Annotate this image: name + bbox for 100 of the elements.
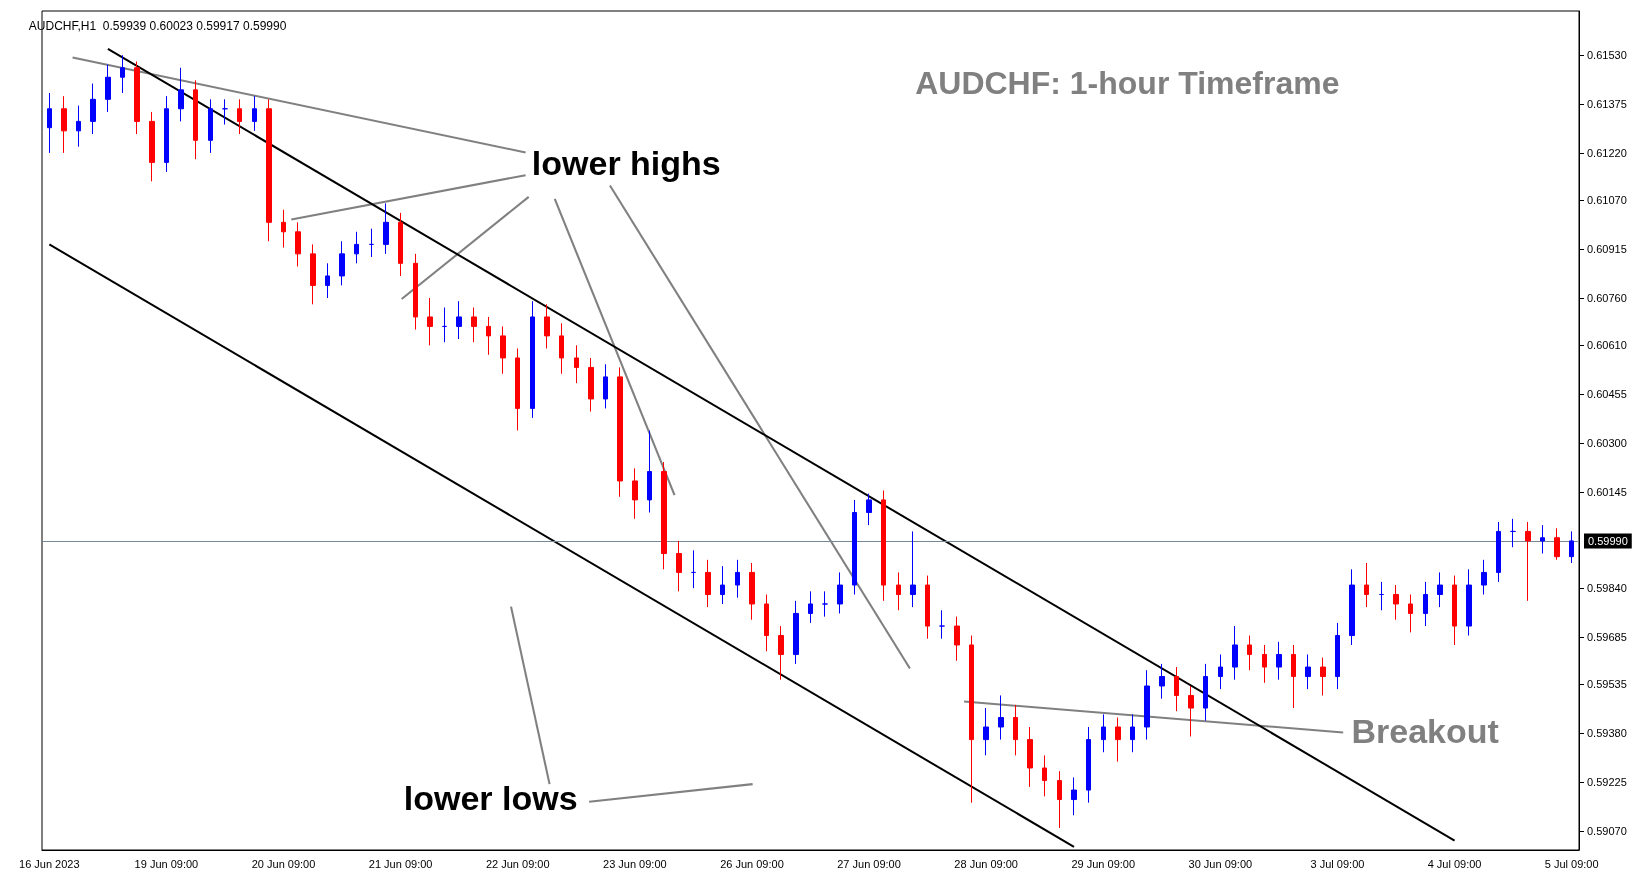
candlestick [486, 316, 491, 356]
candlestick [1569, 530, 1574, 564]
candlestick [778, 625, 784, 681]
candlestick [1349, 568, 1355, 646]
candlestick [1393, 584, 1399, 621]
candlestick [339, 240, 345, 286]
candlestick [398, 212, 403, 277]
candlestick [47, 92, 52, 154]
candlestick [896, 571, 901, 611]
y-tick-label: 0.61530 [1587, 49, 1627, 62]
candlestick [574, 344, 579, 384]
x-tick-label: 27 Jun 09:00 [837, 857, 901, 870]
x-tick-label: 4 Jul 09:00 [1427, 857, 1482, 870]
y-tick-label: 0.60300 [1587, 437, 1627, 450]
candlestick [310, 243, 316, 305]
annotation: AUDCHF,H1 0.59939 0.60023 0.59917 0.59990 [28, 19, 287, 34]
candlestick [222, 98, 228, 126]
candlestick [1071, 776, 1077, 816]
candlestick [266, 98, 272, 242]
candlestick [1554, 527, 1560, 561]
candlestick [1437, 571, 1443, 608]
candlestick [383, 202, 389, 255]
candlestick [1101, 713, 1106, 753]
ref-line-label: 0.59990 [1588, 534, 1628, 547]
candlestick [1086, 726, 1091, 804]
candlestick [427, 297, 433, 346]
candlestick [1144, 669, 1150, 741]
candlestick [1408, 594, 1413, 633]
candlestick [295, 221, 301, 267]
y-tick-label: 0.60610 [1587, 339, 1627, 352]
candlestick [808, 590, 813, 624]
candlestick [325, 262, 330, 299]
candlestick [1262, 644, 1267, 684]
candlestick [76, 105, 81, 148]
candlestick [1159, 663, 1165, 700]
y-tick-label: 0.59840 [1587, 582, 1627, 595]
candlestick [456, 300, 462, 340]
x-tick-label: 16 Jun 2023 [19, 857, 80, 870]
candlestick [193, 79, 198, 160]
candlestick [208, 98, 213, 154]
candlestick [1057, 770, 1062, 829]
candlestick [354, 231, 359, 264]
candlestick [134, 60, 140, 135]
candlestick [1496, 521, 1501, 583]
candlestick [603, 363, 608, 409]
candlestick [281, 209, 286, 249]
candlestick [998, 694, 1004, 741]
y-tick-label: 0.61220 [1587, 146, 1627, 159]
y-tick-label: 0.59225 [1587, 776, 1627, 789]
candlestick [1218, 653, 1223, 690]
x-tick-label: 28 Jun 09:00 [954, 857, 1018, 870]
candlestick [1247, 635, 1252, 671]
candlestick [1510, 518, 1516, 548]
candlestick [442, 306, 447, 343]
candlestick [632, 467, 638, 520]
y-tick-label: 0.61070 [1587, 194, 1627, 207]
candlestick [1540, 524, 1545, 555]
annotation: lower lows [403, 779, 578, 818]
candlestick [252, 95, 257, 132]
x-tick-label: 30 Jun 09:00 [1188, 857, 1253, 870]
y-tick-label: 0.61375 [1587, 98, 1627, 111]
annotation: lower highs [531, 144, 721, 183]
candlestick [1115, 717, 1121, 763]
candlestick [105, 64, 111, 113]
candlestick [515, 347, 520, 431]
candlestick [764, 594, 769, 652]
candlestick [1027, 726, 1033, 788]
y-tick-label: 0.59685 [1587, 631, 1627, 644]
candlestick [471, 306, 477, 343]
x-tick-label: 29 Jun 09:00 [1071, 857, 1136, 870]
candlestick [1203, 663, 1208, 722]
candlestick [910, 530, 916, 608]
y-tick-label: 0.60915 [1587, 243, 1627, 256]
candlestick [720, 565, 725, 605]
x-tick-label: 5 Jul 09:00 [1544, 857, 1599, 870]
candlestick [1013, 704, 1018, 756]
candlestick [120, 54, 125, 94]
candlestick [413, 253, 418, 331]
annotation: Breakout [1351, 711, 1499, 750]
candlestick [559, 322, 564, 375]
candlestick [661, 461, 667, 570]
x-tick-label: 19 Jun 09:00 [134, 857, 199, 870]
candlestick [1276, 641, 1282, 681]
candlestick [1364, 562, 1369, 608]
candlestick [1291, 644, 1296, 709]
y-tick-label: 0.59380 [1587, 727, 1627, 740]
candlestick [530, 300, 535, 419]
candlestick [749, 562, 755, 621]
candlestick [866, 493, 872, 526]
candlestick [837, 571, 843, 614]
candlestick [500, 325, 506, 375]
candlestick [1188, 685, 1194, 737]
candlestick [617, 366, 623, 498]
candlestick [1466, 568, 1472, 637]
candlestick [881, 489, 886, 602]
candlestick [939, 609, 945, 640]
text: AUDCHF: 1-hour Timeframe [915, 64, 1340, 101]
x-tick-label: 3 Jul 09:00 [1310, 857, 1365, 870]
candlestick [983, 707, 989, 756]
candlestick [90, 83, 96, 135]
